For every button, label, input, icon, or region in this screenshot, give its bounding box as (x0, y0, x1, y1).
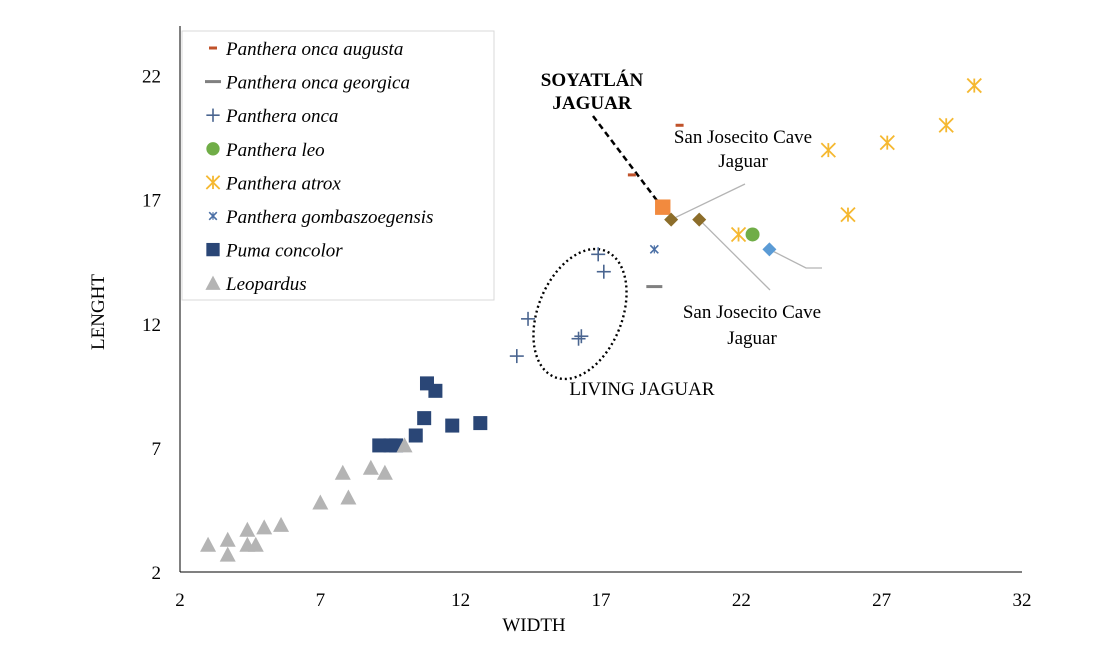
legend-label: Panthera onca georgica (225, 73, 410, 94)
series-leopardus (200, 437, 413, 562)
series-panthera-atrox (730, 77, 982, 243)
x-tick-label: 22 (732, 590, 751, 611)
san-josecito-bottom-label-line2: Jaguar (727, 328, 777, 349)
axes (179, 26, 1022, 573)
data-point (219, 546, 236, 562)
data-point (445, 418, 460, 433)
x-tick-label: 7 (316, 590, 326, 611)
data-point (574, 329, 589, 344)
series-panthera-leo (745, 227, 760, 242)
data-point (273, 516, 290, 532)
data-point (247, 536, 264, 552)
y-tick-label: 7 (152, 439, 162, 460)
san-josecito-top-label-line2: Jaguar (718, 151, 768, 172)
data-point (820, 142, 836, 158)
data-point (840, 206, 856, 223)
data-point (509, 349, 524, 364)
data-point (417, 411, 432, 426)
legend-marker (206, 242, 220, 257)
x-tick-label: 12 (451, 590, 470, 611)
legend-label: Puma concolor (225, 241, 343, 262)
data-point (219, 531, 236, 547)
y-tick-label: 22 (142, 67, 161, 88)
x-axis-title: WIDTH (502, 615, 566, 636)
data-point (200, 536, 217, 552)
data-point (473, 416, 488, 431)
data-point (376, 464, 393, 480)
data-point (879, 135, 895, 151)
legend: Panthera onca augusta Panthera onca georg… (181, 30, 495, 301)
data-point (745, 227, 760, 242)
data-point (256, 519, 273, 535)
data-point (571, 331, 586, 346)
x-tick-label: 27 (872, 590, 891, 611)
legend-marker (208, 211, 218, 221)
data-point (408, 428, 423, 443)
data-point (312, 494, 329, 510)
highlighted-points (655, 199, 777, 257)
highlighted-point (664, 212, 679, 227)
x-tick-label: 2 (175, 590, 185, 611)
x-tick-label: 17 (592, 590, 611, 611)
legend-marker (206, 108, 220, 122)
legend-marker (205, 175, 221, 190)
data-point (521, 311, 536, 326)
highlighted-point (762, 242, 777, 257)
data-point (938, 117, 954, 133)
data-point (646, 285, 663, 289)
data-point (675, 123, 684, 127)
y-tick-label: 2 (152, 563, 162, 584)
legend-label: Leopardus (225, 274, 307, 295)
legend-marker (209, 46, 217, 50)
y-tick-label: 12 (142, 315, 161, 336)
x-tick-label: 32 (1013, 590, 1032, 611)
y-tick-label: 17 (142, 191, 161, 212)
highlighted-point (655, 199, 671, 215)
series-puma-concolor (372, 376, 488, 453)
data-point (340, 489, 357, 505)
series-panthera-gombaszoegensis (649, 244, 659, 254)
living-jaguar-ellipse (532, 247, 628, 381)
san-josecito-bottom-label-line1: San Josecito Cave (683, 302, 821, 323)
data-point (334, 464, 351, 480)
san-josecito-top-label-line1: San Josecito Cave (674, 127, 812, 148)
data-point (372, 438, 387, 453)
y-axis-title: LENGHT (88, 274, 109, 350)
data-point (362, 459, 379, 475)
legend-box (181, 30, 495, 301)
legend-marker (206, 142, 220, 156)
data-point (591, 247, 606, 262)
san-josecito-top-leader-line (670, 183, 746, 221)
data-point (596, 264, 611, 279)
legend-label: Panthera gombaszoegensis (225, 207, 433, 228)
data-points (200, 77, 982, 562)
soyatlan-label-line1: SOYATLÁN (541, 69, 644, 91)
data-point (239, 521, 256, 537)
soyatlan-label-line2: JAGUAR (552, 93, 631, 114)
legend-label: Panthera onca augusta (225, 39, 403, 60)
legend-marker (205, 80, 221, 84)
data-point (428, 383, 443, 398)
data-point (649, 244, 659, 254)
legend-label: Panthera onca (225, 106, 338, 127)
san-josecito-bottom-leader-line (698, 219, 771, 291)
legend-marker (205, 275, 221, 290)
legend-label: Panthera leo (225, 140, 325, 161)
data-point (966, 77, 982, 94)
living-jaguar-label: LIVING JAGUAR (569, 379, 714, 400)
series-panthera-onca (509, 247, 611, 364)
legend-label: Panthera atrox (225, 173, 341, 194)
data-point (396, 437, 413, 453)
series-panthera-onca-georgica (646, 285, 663, 289)
series-panthera-onca-augusta (627, 123, 684, 177)
data-point (627, 173, 636, 177)
soyatlan-leader-line (592, 115, 661, 205)
blue-diamond-leader-line (769, 248, 822, 269)
highlighted-point (692, 212, 707, 227)
data-point (730, 226, 747, 243)
